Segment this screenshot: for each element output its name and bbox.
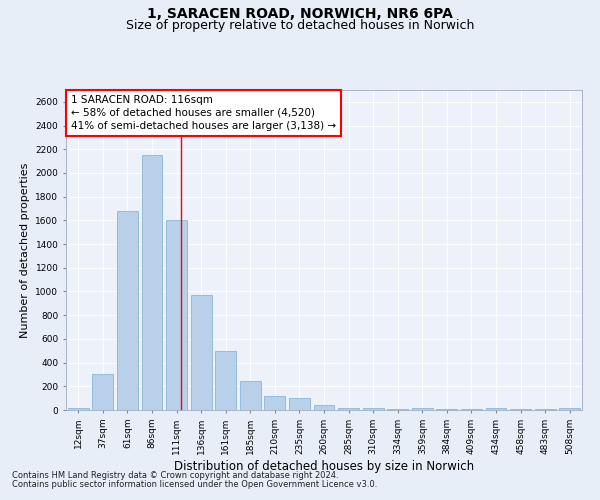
Bar (265, 396, 286, 410)
Bar (215, 350, 236, 410)
Text: Size of property relative to detached houses in Norwich: Size of property relative to detached ho… (126, 19, 474, 32)
Bar (166, 220, 187, 410)
Bar (68, 408, 89, 410)
Bar (289, 398, 310, 410)
Text: 1, SARACEN ROAD, NORWICH, NR6 6PA: 1, SARACEN ROAD, NORWICH, NR6 6PA (147, 8, 453, 22)
Y-axis label: Number of detached properties: Number of detached properties (20, 162, 30, 338)
Bar (559, 408, 580, 410)
Bar (191, 295, 212, 410)
Bar (314, 404, 334, 410)
Bar (387, 409, 408, 410)
Bar (142, 155, 163, 410)
Text: 1 SARACEN ROAD: 116sqm
← 58% of detached houses are smaller (4,520)
41% of semi-: 1 SARACEN ROAD: 116sqm ← 58% of detached… (71, 95, 336, 131)
Text: Contains public sector information licensed under the Open Government Licence v3: Contains public sector information licen… (12, 480, 377, 489)
Bar (485, 408, 506, 410)
Bar (362, 408, 383, 410)
Bar (412, 408, 433, 410)
Bar (338, 408, 359, 410)
Text: Contains HM Land Registry data © Crown copyright and database right 2024.: Contains HM Land Registry data © Crown c… (12, 471, 338, 480)
X-axis label: Distribution of detached houses by size in Norwich: Distribution of detached houses by size … (174, 460, 474, 472)
Bar (92, 374, 113, 410)
Bar (240, 381, 261, 410)
Bar (117, 212, 138, 410)
